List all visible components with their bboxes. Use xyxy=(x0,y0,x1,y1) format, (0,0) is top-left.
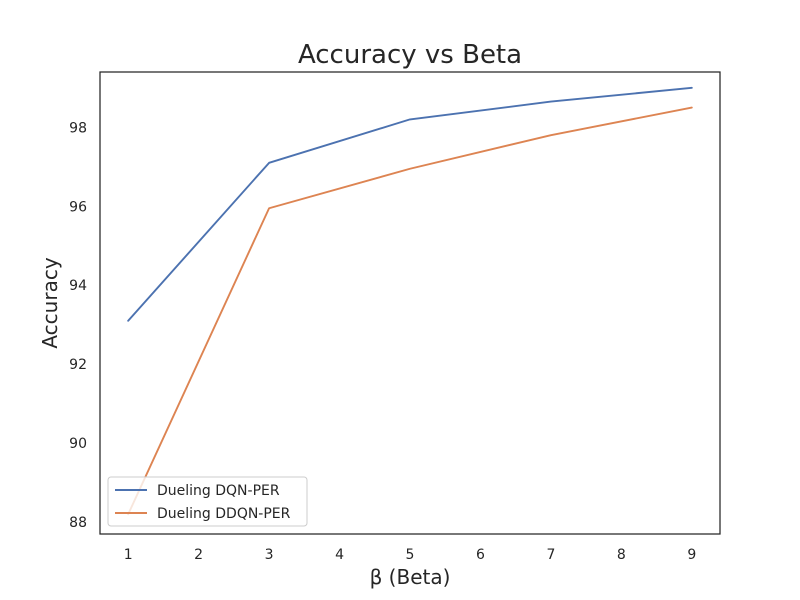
x-axis-ticks: 1 2 3 4 5 6 7 8 9 xyxy=(124,547,697,563)
x-tick-label: 7 xyxy=(546,547,555,563)
y-tick-label: 90 xyxy=(69,436,87,452)
series-line xyxy=(127,86,693,322)
series-line xyxy=(127,106,693,516)
y-tick-label: 98 xyxy=(69,120,87,136)
y-tick-label: 92 xyxy=(69,357,87,373)
y-axis-label: Accuracy xyxy=(38,257,62,348)
series-layer xyxy=(127,86,693,516)
x-tick-label: 8 xyxy=(617,547,626,563)
x-tick-label: 5 xyxy=(406,547,415,563)
x-axis-label: β (Beta) xyxy=(370,565,451,589)
y-tick-label: 88 xyxy=(69,515,87,531)
legend: Dueling DQN-PER Dueling DDQN-PER xyxy=(107,476,308,527)
legend-label: Dueling DDQN-PER xyxy=(157,506,291,522)
x-tick-label: 4 xyxy=(335,547,344,563)
plot-frame xyxy=(99,71,721,535)
legend-label: Dueling DQN-PER xyxy=(157,483,280,499)
y-tick-label: 94 xyxy=(69,278,87,294)
y-tick-label: 96 xyxy=(69,199,87,215)
x-tick-label: 2 xyxy=(194,547,203,563)
x-tick-label: 1 xyxy=(124,547,133,563)
chart-title: Accuracy vs Beta xyxy=(298,40,522,70)
y-axis-ticks: 88 90 92 94 96 98 xyxy=(69,120,87,531)
legend-box xyxy=(107,476,308,527)
x-tick-label: 6 xyxy=(476,547,485,563)
x-tick-label: 9 xyxy=(687,547,696,563)
x-tick-label: 3 xyxy=(265,547,274,563)
